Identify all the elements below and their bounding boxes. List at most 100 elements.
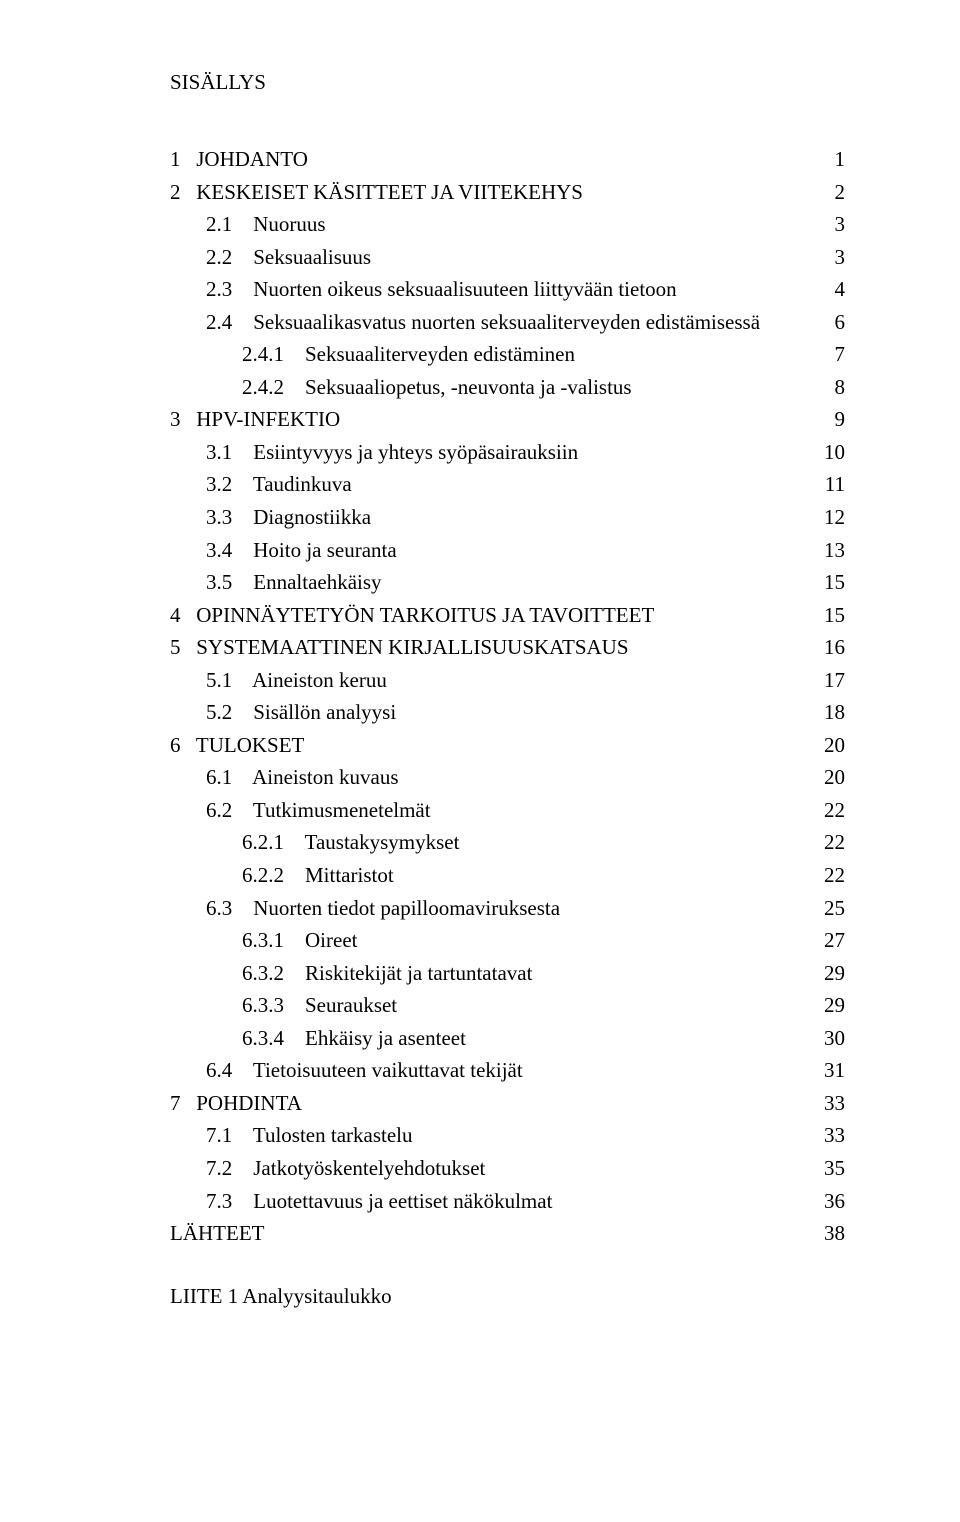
toc-entry-label: 7.2 Jatkotyöskentelyehdotukset	[206, 1152, 805, 1185]
toc-entry-page: 1	[805, 143, 845, 176]
toc-entry-page: 18	[805, 696, 845, 729]
toc-entry: 6.3.2 Riskitekijät ja tartuntatavat29	[170, 957, 845, 990]
toc-entry-page: 30	[805, 1022, 845, 1055]
toc-entry: 6.1 Aineiston kuvaus20	[170, 761, 845, 794]
toc-entry-page: 22	[805, 794, 845, 827]
toc-entry: 4 OPINNÄYTETYÖN TARKOITUS JA TAVOITTEET1…	[170, 599, 845, 632]
toc-entry-page: 15	[805, 566, 845, 599]
toc-entry: 6.3.3 Seuraukset29	[170, 989, 845, 1022]
toc-entry: 3.5 Ennaltaehkäisy15	[170, 566, 845, 599]
toc-entry-label: 6.3.2 Riskitekijät ja tartuntatavat	[242, 957, 805, 990]
toc-entry-page: 9	[805, 403, 845, 436]
toc-entry-page: 33	[805, 1119, 845, 1152]
toc-entry: 2.3 Nuorten oikeus seksuaalisuuteen liit…	[170, 273, 845, 306]
toc-entry: 2 KESKEISET KÄSITTEET JA VIITEKEHYS2	[170, 176, 845, 209]
toc-entry-page: 15	[805, 599, 845, 632]
toc-entry: 1 JOHDANTO1	[170, 143, 845, 176]
toc-entry: 3 HPV-INFEKTIO9	[170, 403, 845, 436]
toc-entry-page: 31	[805, 1054, 845, 1087]
toc-entry-page: 29	[805, 957, 845, 990]
toc-entry-label: 6 TULOKSET	[170, 729, 805, 762]
toc-entry: LÄHTEET38	[170, 1217, 845, 1250]
toc-entry: 5.2 Sisällön analyysi18	[170, 696, 845, 729]
toc-entry-page: 7	[805, 338, 845, 371]
toc-entry: 6.4 Tietoisuuteen vaikuttavat tekijät31	[170, 1054, 845, 1087]
toc-entry-label: 7.1 Tulosten tarkastelu	[206, 1119, 805, 1152]
toc-entry-page: 3	[805, 241, 845, 274]
toc-entry: 6.3.4 Ehkäisy ja asenteet30	[170, 1022, 845, 1055]
toc-entry-page: 8	[805, 371, 845, 404]
toc-entry-label: 3.2 Taudinkuva	[206, 468, 805, 501]
toc-entry: 2.4.2 Seksuaaliopetus, -neuvonta ja -val…	[170, 371, 845, 404]
toc-entry: 3.3 Diagnostiikka12	[170, 501, 845, 534]
toc-entry-page: 22	[805, 859, 845, 892]
toc-entry-page: 17	[805, 664, 845, 697]
toc-entry: 7 POHDINTA33	[170, 1087, 845, 1120]
toc-entry-label: 6.3.4 Ehkäisy ja asenteet	[242, 1022, 805, 1055]
appendix-line: LIITE 1 Analyysitaulukko	[170, 1280, 845, 1313]
toc-entry-page: 4	[805, 273, 845, 306]
toc-entry: 6.2.1 Taustakysymykset22	[170, 826, 845, 859]
toc-entry: 2.2 Seksuaalisuus3	[170, 241, 845, 274]
toc-entry-label: 4 OPINNÄYTETYÖN TARKOITUS JA TAVOITTEET	[170, 599, 805, 632]
toc-entry-label: 6.4 Tietoisuuteen vaikuttavat tekijät	[206, 1054, 805, 1087]
toc-entry: 2.4.1 Seksuaaliterveyden edistäminen7	[170, 338, 845, 371]
toc-entry-label: 5 SYSTEMAATTINEN KIRJALLISUUSKATSAUS	[170, 631, 805, 664]
toc-entry-label: 2.2 Seksuaalisuus	[206, 241, 805, 274]
toc-entry-page: 12	[805, 501, 845, 534]
toc-entry-label: 6.1 Aineiston kuvaus	[206, 761, 805, 794]
toc-entry-page: 6	[805, 306, 845, 339]
toc-entry-label: 6.2.2 Mittaristot	[242, 859, 805, 892]
toc-entry-label: 7 POHDINTA	[170, 1087, 805, 1120]
toc-entry: 2.1 Nuoruus3	[170, 208, 845, 241]
toc-entry-page: 3	[805, 208, 845, 241]
toc-entry-page: 38	[805, 1217, 845, 1250]
toc-entry-page: 20	[805, 729, 845, 762]
toc-entry-label: 7.3 Luotettavuus ja eettiset näkökulmat	[206, 1185, 805, 1218]
toc-entry-page: 10	[805, 436, 845, 469]
toc-entry-label: 2 KESKEISET KÄSITTEET JA VIITEKEHYS	[170, 176, 805, 209]
toc-entry: 6.3 Nuorten tiedot papilloomaviruksesta2…	[170, 892, 845, 925]
toc-entry-page: 35	[805, 1152, 845, 1185]
toc-entry: 6 TULOKSET20	[170, 729, 845, 762]
toc-entry-label: 2.4.1 Seksuaaliterveyden edistäminen	[242, 338, 805, 371]
toc-entry: 7.1 Tulosten tarkastelu33	[170, 1119, 845, 1152]
toc-entry: 3.1 Esiintyvyys ja yhteys syöpäsairauksi…	[170, 436, 845, 469]
toc-entry-label: 1 JOHDANTO	[170, 143, 805, 176]
toc-entry-page: 33	[805, 1087, 845, 1120]
toc-entry-label: 3.1 Esiintyvyys ja yhteys syöpäsairauksi…	[206, 436, 805, 469]
toc-entry-page: 22	[805, 826, 845, 859]
toc-entry: 5.1 Aineiston keruu17	[170, 664, 845, 697]
toc-entry-label: 2.4 Seksuaalikasvatus nuorten seksuaalit…	[206, 306, 805, 339]
toc-entry: 5 SYSTEMAATTINEN KIRJALLISUUSKATSAUS16	[170, 631, 845, 664]
toc-entry-page: 20	[805, 761, 845, 794]
toc-entry-label: 3.5 Ennaltaehkäisy	[206, 566, 805, 599]
toc-entry: 7.2 Jatkotyöskentelyehdotukset35	[170, 1152, 845, 1185]
toc-entry-label: 6.3.1 Oireet	[242, 924, 805, 957]
toc-entry-label: 2.4.2 Seksuaaliopetus, -neuvonta ja -val…	[242, 371, 805, 404]
toc-entry-page: 27	[805, 924, 845, 957]
toc-entry-label: 3.3 Diagnostiikka	[206, 501, 805, 534]
toc-entry-label: LÄHTEET	[170, 1217, 805, 1250]
toc-entry-label: 6.2.1 Taustakysymykset	[242, 826, 805, 859]
toc-entry-page: 29	[805, 989, 845, 1022]
toc-entry-page: 25	[805, 892, 845, 925]
toc-entry-label: 2.1 Nuoruus	[206, 208, 805, 241]
toc-entry: 6.2.2 Mittaristot22	[170, 859, 845, 892]
toc-entry-page: 13	[805, 534, 845, 567]
toc-entry-label: 3 HPV-INFEKTIO	[170, 403, 805, 436]
toc-entry: 2.4 Seksuaalikasvatus nuorten seksuaalit…	[170, 306, 845, 339]
toc-entry-label: 2.3 Nuorten oikeus seksuaalisuuteen liit…	[206, 273, 805, 306]
toc-entry-label: 6.3.3 Seuraukset	[242, 989, 805, 1022]
toc-entry-page: 36	[805, 1185, 845, 1218]
toc-list: 1 JOHDANTO12 KESKEISET KÄSITTEET JA VIIT…	[170, 143, 845, 1250]
toc-entry-label: 5.2 Sisällön analyysi	[206, 696, 805, 729]
toc-entry-page: 16	[805, 631, 845, 664]
toc-entry: 3.4 Hoito ja seuranta13	[170, 534, 845, 567]
toc-entry: 3.2 Taudinkuva11	[170, 468, 845, 501]
toc-entry-label: 3.4 Hoito ja seuranta	[206, 534, 805, 567]
toc-entry-label: 6.2 Tutkimusmenetelmät	[206, 794, 805, 827]
toc-entry: 7.3 Luotettavuus ja eettiset näkökulmat3…	[170, 1185, 845, 1218]
toc-entry: 6.2 Tutkimusmenetelmät22	[170, 794, 845, 827]
toc-title: SISÄLLYS	[170, 70, 845, 95]
